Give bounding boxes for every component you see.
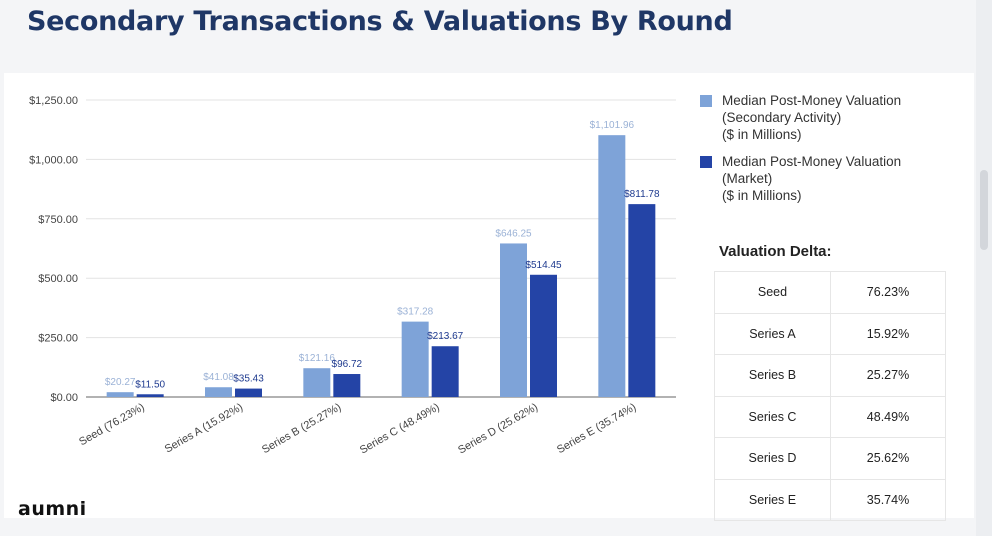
- table-row: Series E 35.74%: [714, 478, 946, 521]
- y-tick-label: $0.00: [50, 392, 78, 404]
- data-label: $213.67: [427, 331, 464, 342]
- bar-secondary: [500, 243, 527, 397]
- legend-label-line: ($ in Millions): [722, 127, 802, 142]
- data-label: $514.45: [525, 260, 562, 271]
- bar-market: [628, 204, 656, 397]
- table-row: Series D 25.62%: [714, 437, 946, 480]
- legend-label-line: Median Post-Money Valuation: [722, 154, 902, 169]
- data-label: $11.50: [135, 379, 165, 390]
- round-name: Seed: [714, 271, 831, 314]
- delta-value: 15.92%: [830, 312, 946, 355]
- valuation-delta-table: Seed 76.23% Series A 15.92% Series B 25.27%…: [714, 271, 946, 521]
- delta-value: 25.62%: [830, 437, 946, 480]
- delta-value: 35.74%: [830, 478, 946, 521]
- data-label: $811.78: [624, 189, 660, 200]
- legend-item-secondary: Median Post-Money Valuation (Secondary A…: [700, 92, 930, 143]
- bar-secondary: [205, 387, 232, 397]
- data-label: $41.08: [203, 372, 234, 383]
- x-tick-label: Series B (25.27%): [260, 401, 343, 456]
- bar-secondary: [598, 135, 626, 397]
- table-row: Seed 76.23%: [714, 271, 946, 314]
- bar-market: [431, 346, 459, 397]
- legend-swatch-market: [700, 156, 712, 168]
- bar-market: [530, 274, 557, 397]
- y-tick-label: $1,000.00: [29, 154, 78, 166]
- round-name: Series C: [714, 395, 831, 438]
- y-tick-label: $1,250.00: [29, 95, 78, 107]
- bar-secondary: [401, 321, 429, 397]
- delta-value: 48.49%: [830, 395, 946, 438]
- data-label: $646.25: [495, 228, 532, 239]
- data-label: $121.16: [299, 353, 336, 364]
- bar-market: [333, 374, 361, 397]
- y-tick-label: $750.00: [38, 214, 78, 226]
- table-row: Series B 25.27%: [714, 354, 946, 397]
- legend-swatch-secondary: [700, 95, 712, 107]
- y-tick-label: $500.00: [38, 273, 78, 285]
- bar-market: [235, 388, 262, 397]
- bar-secondary: [106, 392, 134, 397]
- valuation-delta-title: Valuation Delta:: [719, 243, 832, 260]
- delta-value: 76.23%: [830, 271, 946, 314]
- bar-market: [136, 394, 164, 397]
- data-label: $20.27: [105, 377, 136, 388]
- data-label: $1,101.96: [590, 120, 635, 131]
- page-title: Secondary Transactions & Valuations By R…: [27, 6, 733, 37]
- table-row: Series A 15.92%: [714, 312, 946, 355]
- scrollbar-thumb[interactable]: [980, 170, 988, 250]
- round-name: Series E: [714, 478, 831, 521]
- scrollbar-track[interactable]: [976, 0, 992, 536]
- chart-legend: Median Post-Money Valuation (Secondary A…: [700, 92, 930, 214]
- round-name: Series B: [714, 354, 831, 397]
- data-label: $317.28: [397, 307, 434, 318]
- table-row: Series C 48.49%: [714, 395, 946, 438]
- legend-label-line: (Secondary Activity): [722, 110, 842, 125]
- legend-label-line: ($ in Millions): [722, 188, 802, 203]
- data-label: $35.43: [233, 374, 264, 385]
- round-name: Series D: [714, 437, 831, 480]
- round-name: Series A: [714, 312, 831, 355]
- x-tick-label: Series C (48.49%): [358, 401, 442, 456]
- data-label: $96.72: [332, 359, 363, 370]
- x-tick-label: Series E (35.74%): [555, 401, 638, 456]
- legend-label-line: Median Post-Money Valuation: [722, 93, 902, 108]
- legend-label-line: (Market): [722, 171, 773, 186]
- legend-item-market: Median Post-Money Valuation (Market) ($ …: [700, 153, 930, 204]
- x-tick-label: Seed (76.23%): [77, 401, 147, 448]
- bar-secondary: [303, 368, 331, 397]
- x-tick-label: Series A (15.92%): [163, 401, 245, 455]
- aumni-logo: aumni: [18, 498, 87, 520]
- x-tick-label: Series D (25.62%): [456, 401, 540, 456]
- delta-value: 25.27%: [830, 354, 946, 397]
- y-tick-label: $250.00: [38, 333, 78, 345]
